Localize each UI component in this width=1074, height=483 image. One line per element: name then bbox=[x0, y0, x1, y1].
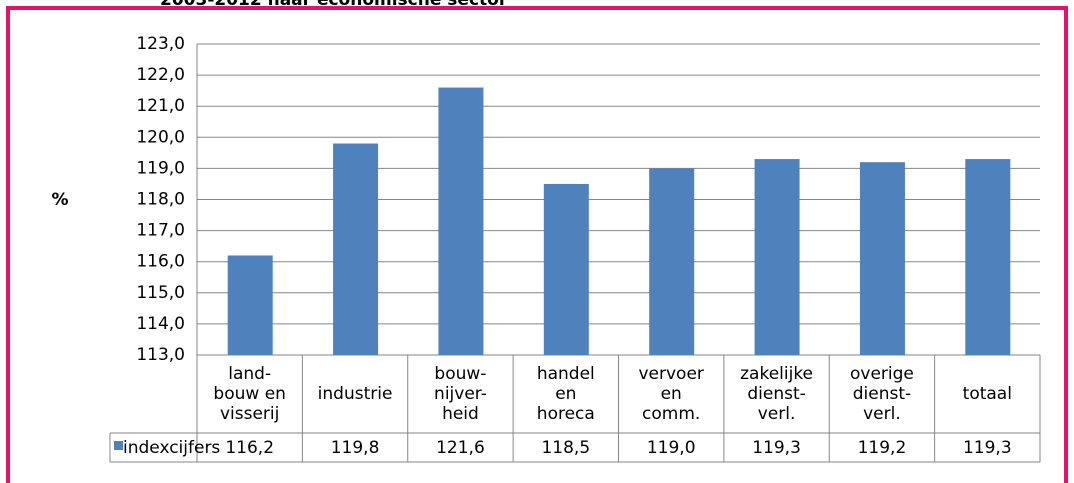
y-tick-label: 122,0 bbox=[136, 65, 185, 85]
bar bbox=[333, 143, 379, 355]
y-tick-label: 113,0 bbox=[136, 345, 185, 365]
data-label: 119,3 bbox=[752, 438, 801, 458]
data-label: 119,8 bbox=[331, 438, 380, 458]
y-tick-label: 120,0 bbox=[136, 127, 185, 147]
bar bbox=[438, 87, 484, 355]
bar bbox=[227, 255, 273, 355]
data-label: 116,2 bbox=[225, 438, 274, 458]
x-tick-label: industrie bbox=[317, 384, 393, 404]
x-tick-label: bouw- nijver- heid bbox=[434, 364, 487, 424]
x-tick-label: land- bouw en visserij bbox=[213, 364, 286, 424]
y-tick-label: 118,0 bbox=[136, 190, 185, 210]
y-tick-label: 121,0 bbox=[136, 96, 185, 116]
bar bbox=[859, 162, 905, 355]
frame bbox=[6, 6, 1068, 483]
data-label: 119,0 bbox=[647, 438, 696, 458]
bar bbox=[649, 168, 695, 355]
x-tick-label: vervoer en comm. bbox=[638, 364, 704, 424]
bar bbox=[754, 159, 800, 355]
bar bbox=[543, 183, 589, 355]
y-tick-label: 123,0 bbox=[136, 34, 185, 54]
data-label: 119,2 bbox=[858, 438, 907, 458]
x-tick-label: totaal bbox=[962, 384, 1012, 404]
y-axis-label: % bbox=[51, 190, 68, 210]
y-tick-label: 116,0 bbox=[136, 252, 185, 272]
x-tick-label: overige dienst- verl. bbox=[849, 364, 914, 424]
y-tick-label: 114,0 bbox=[136, 314, 185, 334]
y-tick-label: 119,0 bbox=[136, 158, 185, 178]
data-label: 118,5 bbox=[541, 438, 590, 458]
legend-label: indexcijfers bbox=[123, 438, 220, 458]
x-tick-label: handel en horeca bbox=[536, 364, 595, 424]
chart-title: 2003-2012 naar economische sector bbox=[160, 0, 508, 10]
y-tick-label: 117,0 bbox=[136, 221, 185, 241]
legend-swatch bbox=[114, 441, 123, 450]
x-tick-label: zakelijke dienst- verl. bbox=[740, 364, 814, 424]
y-tick-label: 115,0 bbox=[136, 283, 185, 303]
data-label: 119,3 bbox=[963, 438, 1012, 458]
data-label: 121,6 bbox=[436, 438, 485, 458]
bar bbox=[965, 159, 1011, 355]
